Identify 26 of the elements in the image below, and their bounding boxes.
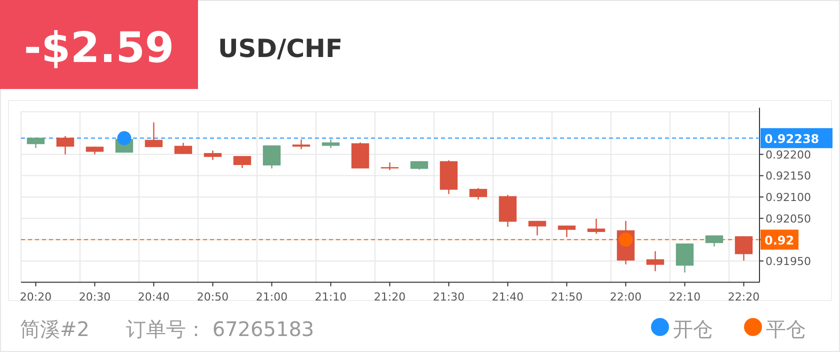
text: 简溪#2 [20, 317, 90, 341]
text: -$2.59 [24, 23, 174, 72]
x-tick-label: 21:20 [374, 290, 406, 304]
chart-title: USD/CHF [218, 34, 343, 63]
text: 订单号： 67265183 [126, 317, 314, 341]
x-tick-label: 22:10 [668, 290, 701, 304]
x-tick-label: 22:20 [728, 290, 760, 304]
y-tick-label: 0.91950 [766, 254, 811, 268]
legend-label: 开仓 [673, 317, 713, 341]
x-tick-label: 21:10 [314, 290, 347, 304]
ref-line-label: 0.92 [764, 234, 794, 248]
y-tick-label: 0.92200 [766, 148, 811, 162]
y-tick-label: 0.92050 [766, 212, 811, 226]
ref-line-label: 0.92238 [764, 132, 820, 146]
x-tick-label: 20:50 [196, 290, 229, 304]
x-tick-label: 21:30 [432, 290, 465, 304]
legend-label: 平仓 [766, 317, 806, 341]
x-tick-label: 20:20 [20, 290, 52, 304]
y-tick-label: 0.92150 [766, 170, 811, 183]
x-tick-label: 20:30 [78, 290, 111, 304]
x-tick-label: 22:00 [610, 290, 642, 304]
y-tick-label: 0.92100 [766, 191, 811, 204]
x-tick-label: 21:50 [550, 290, 583, 304]
x-tick-label: 20:40 [138, 290, 170, 304]
x-tick-label: 21:40 [492, 290, 524, 304]
x-tick-label: 21:00 [256, 290, 288, 304]
